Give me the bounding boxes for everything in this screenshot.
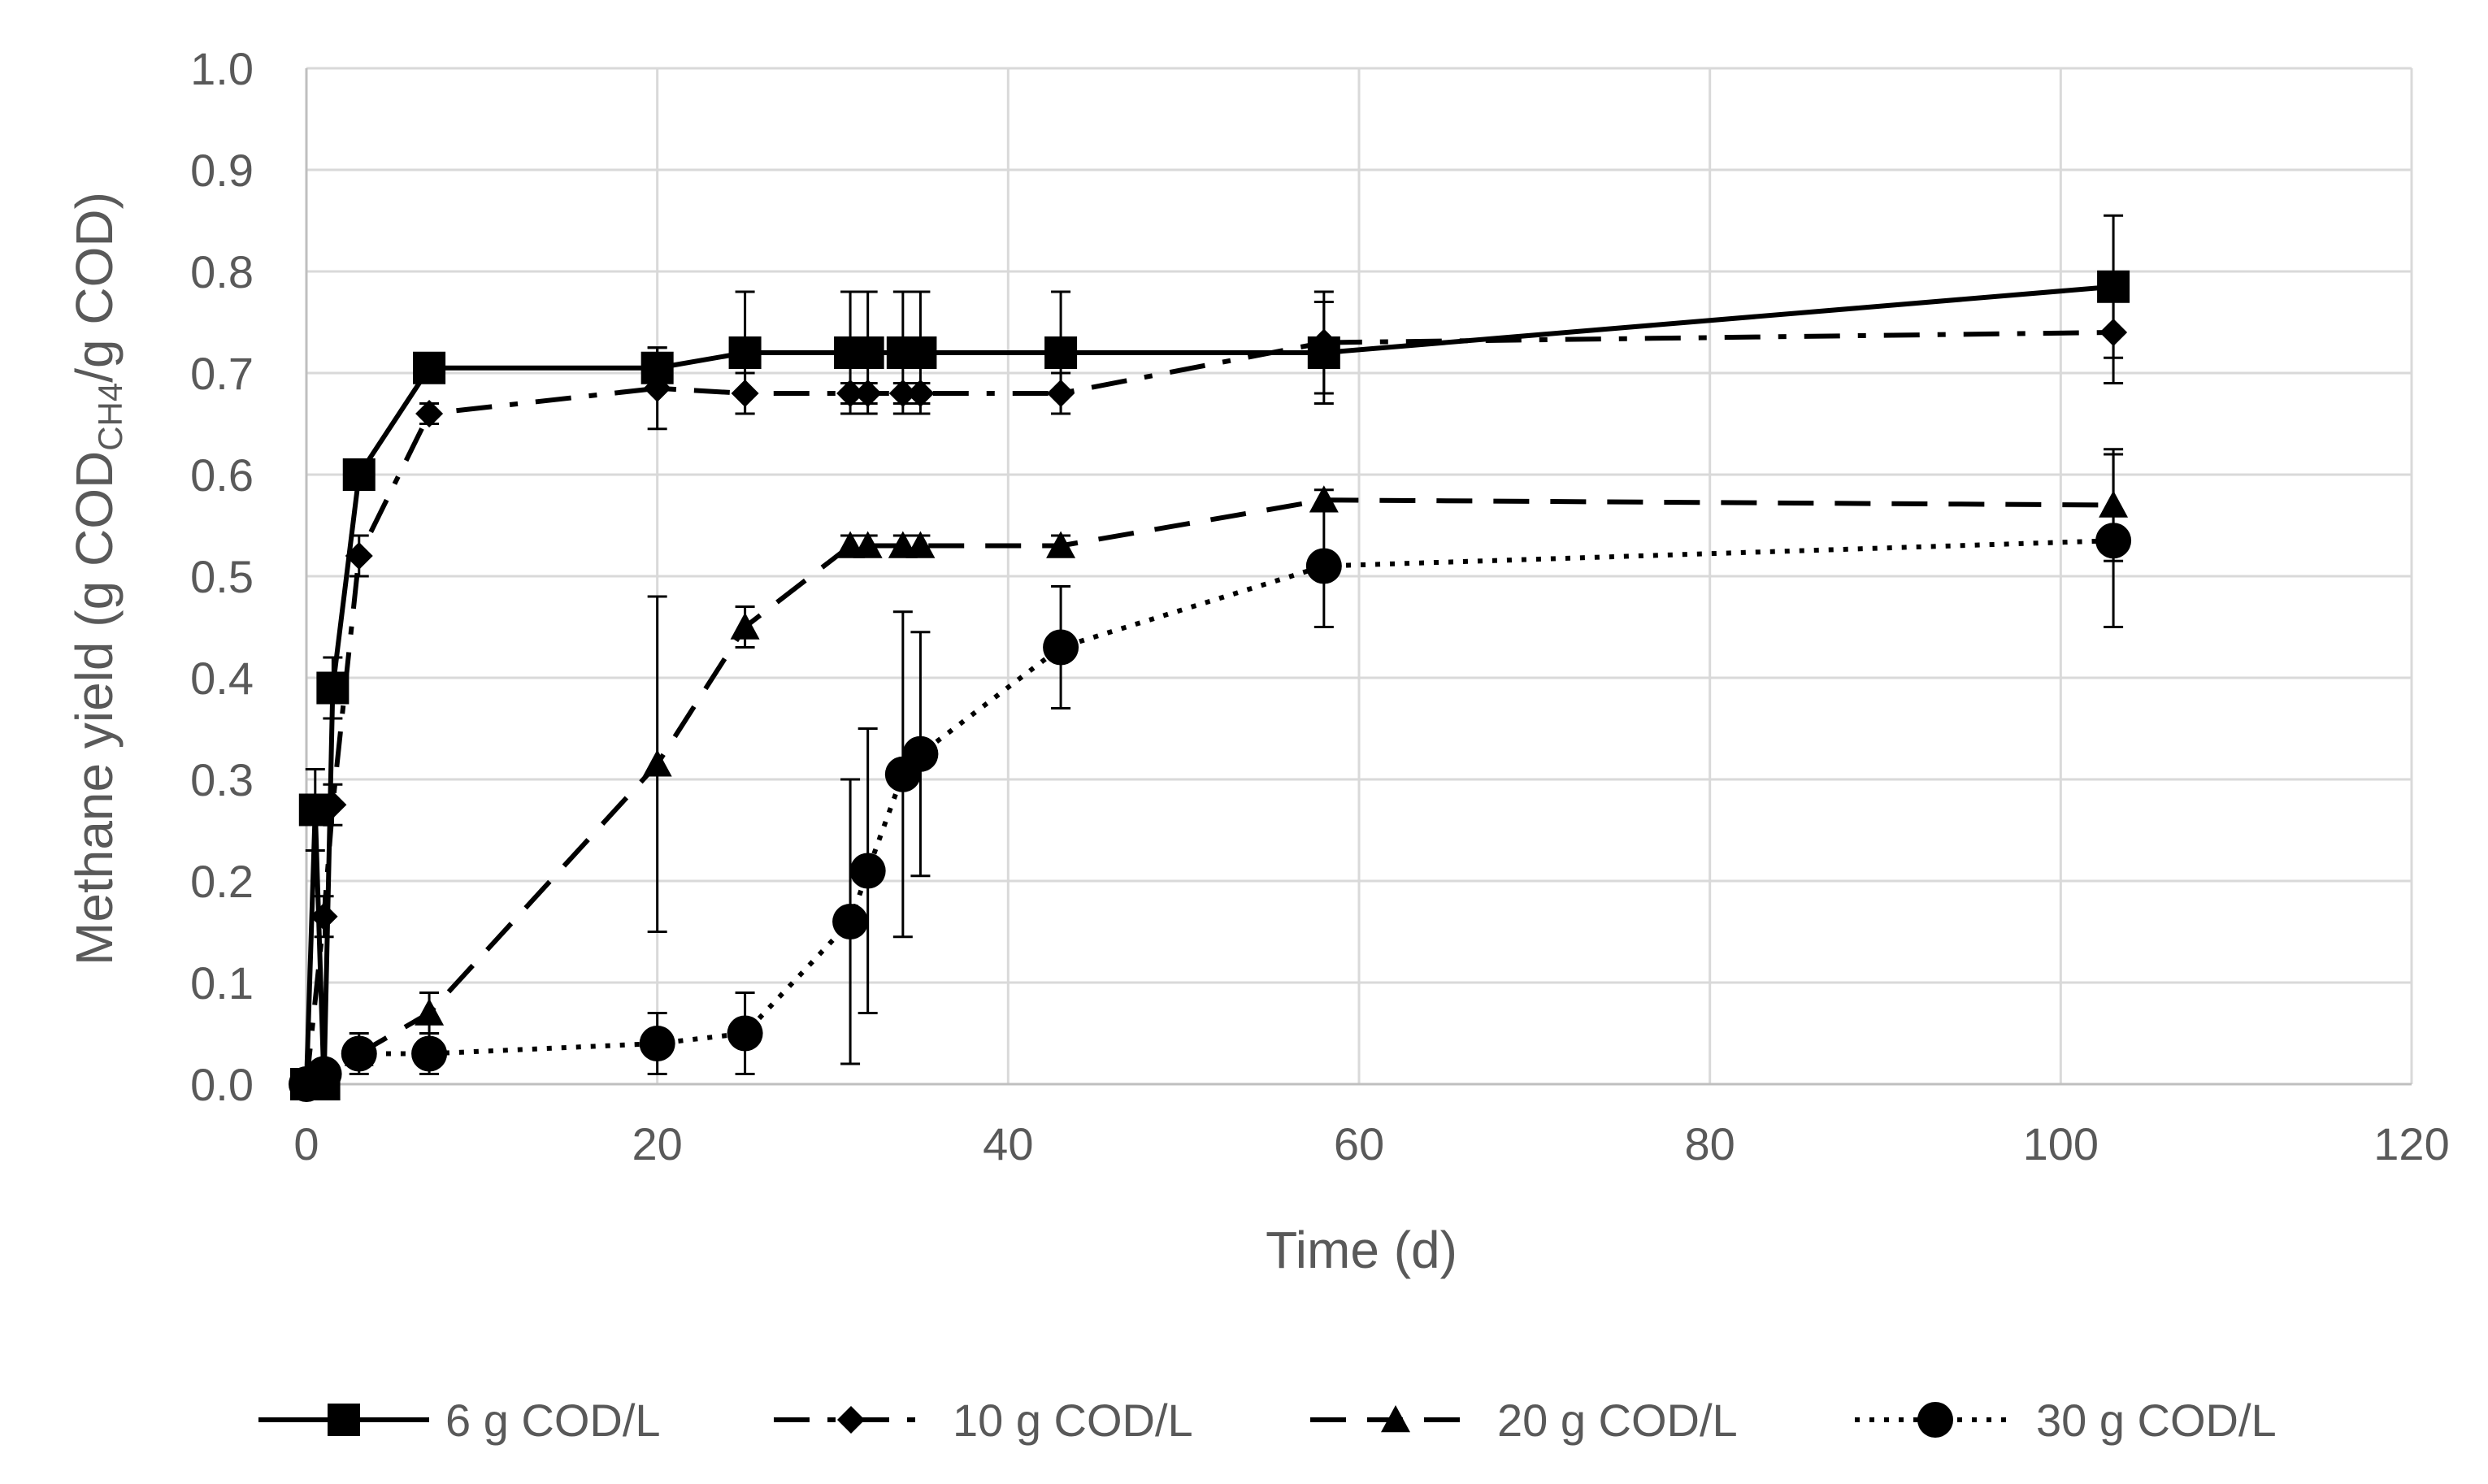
data-point xyxy=(2099,319,2128,346)
x-tick-label: 120 xyxy=(2373,1118,2449,1169)
x-tick-label: 20 xyxy=(632,1118,683,1169)
data-point xyxy=(2095,523,2132,559)
y-tick-label: 0.5 xyxy=(190,551,254,602)
x-tick-label: 0 xyxy=(293,1118,319,1169)
legend-marker xyxy=(328,1404,360,1436)
y-tick-label: 0.9 xyxy=(190,145,254,196)
data-point xyxy=(731,380,759,407)
y-tick-label: 0.0 xyxy=(190,1059,254,1110)
legend-item: 10 g COD/L xyxy=(774,1395,1193,1446)
x-tick-label: 100 xyxy=(2023,1118,2099,1169)
series-circle xyxy=(289,453,2132,1102)
data-point xyxy=(727,1015,763,1052)
legend-label: 6 g COD/L xyxy=(445,1395,661,1446)
data-point xyxy=(639,1026,675,1061)
data-point xyxy=(902,735,939,772)
data-point xyxy=(1046,531,1076,558)
data-point xyxy=(316,671,350,705)
data-point xyxy=(905,531,936,558)
data-point xyxy=(853,531,883,558)
data-point xyxy=(642,749,672,777)
data-point xyxy=(310,902,338,931)
data-point xyxy=(345,542,373,570)
y-tick-label: 0.1 xyxy=(190,957,254,1009)
data-point xyxy=(319,791,347,819)
data-point xyxy=(1305,548,1342,584)
y-tick-label: 0.8 xyxy=(190,246,254,297)
y-tick-label: 0.3 xyxy=(190,754,254,805)
data-point xyxy=(306,1056,342,1092)
legend-label: 20 g COD/L xyxy=(1497,1395,1738,1446)
legend: 6 g COD/L 10 g COD/L 20 g COD/L 30 g COD/L xyxy=(258,1395,2277,1446)
axes xyxy=(305,68,2412,1086)
legend-marker xyxy=(1381,1405,1410,1433)
data-point xyxy=(1044,336,1078,369)
legend-item: 20 g COD/L xyxy=(1310,1395,1738,1446)
x-axis-title: Time (d) xyxy=(1266,1221,1457,1279)
x-tick-label: 60 xyxy=(1334,1118,1384,1169)
tick-labels: 0.0 0.1 0.2 0.3 0.4 0.5 0.6 0.7 0.8 0.9 1.0 0 20 40 60… xyxy=(190,43,2450,1169)
data-point xyxy=(888,380,917,407)
series-layer xyxy=(289,214,2132,1102)
data-point xyxy=(341,1035,377,1072)
data-point xyxy=(853,380,882,407)
y-tick-label: 0.7 xyxy=(190,348,254,399)
legend-marker xyxy=(1917,1402,1953,1438)
y-axis-title-subscript: CH4 xyxy=(91,383,129,451)
data-point xyxy=(643,374,671,402)
legend-label: 10 g COD/L xyxy=(953,1395,1193,1446)
data-point xyxy=(1309,328,1338,357)
x-tick-label: 40 xyxy=(983,1118,1033,1169)
series-line xyxy=(304,330,2114,1085)
data-point xyxy=(1047,380,1075,407)
y-axis-title-prefix: Methane yield (g COD xyxy=(65,451,124,965)
data-point xyxy=(836,380,865,407)
data-point xyxy=(415,400,444,427)
series-diamond xyxy=(293,280,2128,1098)
data-point xyxy=(832,904,869,939)
y-tick-label: 0.2 xyxy=(190,856,254,907)
legend-item: 6 g COD/L xyxy=(258,1395,661,1446)
data-point xyxy=(411,1035,448,1072)
y-tick-label: 0.4 xyxy=(190,653,254,704)
x-tick-label: 80 xyxy=(1685,1118,1735,1169)
data-point xyxy=(849,853,886,889)
data-point xyxy=(342,458,376,491)
legend-item: 30 g COD/L xyxy=(1855,1395,2277,1446)
y-axis-title: Methane yield (g CODCH4/g COD) xyxy=(65,192,129,965)
data-point xyxy=(851,336,884,369)
legend-label: 30 g COD/L xyxy=(2036,1395,2277,1446)
data-point xyxy=(728,336,762,369)
y-axis-title-suffix: /g COD) xyxy=(65,192,124,383)
y-tick-label: 1.0 xyxy=(190,43,254,94)
data-point xyxy=(730,612,760,640)
data-point xyxy=(904,336,937,369)
data-point xyxy=(415,998,445,1026)
legend-marker xyxy=(837,1406,865,1434)
y-tick-label: 0.6 xyxy=(190,449,254,501)
data-point xyxy=(413,351,446,384)
data-point xyxy=(1043,629,1079,666)
data-point xyxy=(906,380,935,407)
